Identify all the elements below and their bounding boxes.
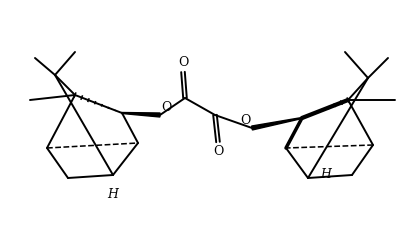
Text: O: O bbox=[178, 56, 188, 69]
Text: O: O bbox=[213, 145, 223, 158]
Text: H: H bbox=[108, 188, 118, 201]
Polygon shape bbox=[122, 113, 160, 117]
Text: H: H bbox=[320, 169, 331, 182]
Text: O: O bbox=[241, 114, 251, 127]
Text: O: O bbox=[161, 101, 171, 114]
Polygon shape bbox=[252, 118, 302, 130]
